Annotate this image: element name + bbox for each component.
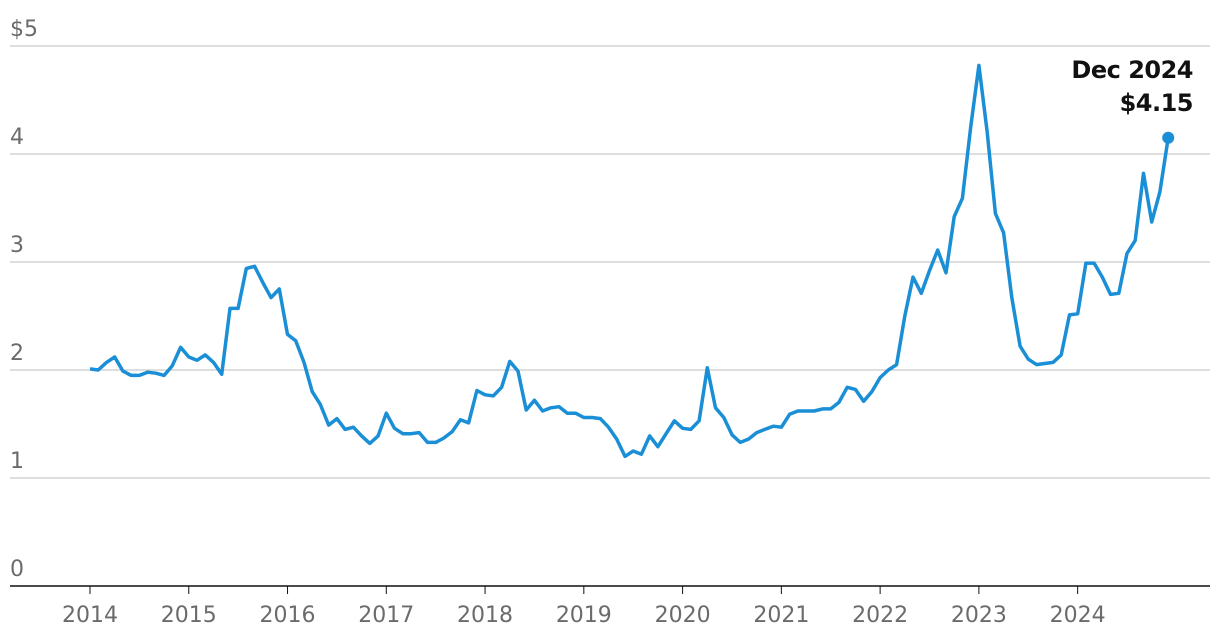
x-tick-label: 2016 (260, 603, 316, 628)
y-tick-label: 0 (10, 557, 24, 582)
y-tick-label: 4 (10, 125, 24, 150)
x-tick-label: 2015 (161, 603, 217, 628)
x-tick-label: 2022 (852, 603, 908, 628)
x-tick-label: 2017 (358, 603, 414, 628)
y-tick-label: $5 (10, 17, 38, 42)
annotation-date: Dec 2024 (1071, 56, 1193, 84)
x-tick-label: 2024 (1050, 603, 1106, 628)
x-tick-label: 2019 (556, 603, 612, 628)
annotation-value: $4.15 (1120, 89, 1193, 117)
x-tick-label: 2021 (753, 603, 809, 628)
data-line (89, 63, 1170, 459)
y-tick-label: 1 (10, 449, 24, 474)
end-dot (1162, 131, 1175, 144)
x-tick-label: 2018 (457, 603, 513, 628)
x-tick-label: 2020 (655, 603, 711, 628)
x-tick-label: 2023 (951, 603, 1007, 628)
y-tick-label: 3 (10, 233, 24, 258)
y-tick-label: 2 (10, 341, 24, 366)
x-tick-label: 2014 (62, 603, 118, 628)
